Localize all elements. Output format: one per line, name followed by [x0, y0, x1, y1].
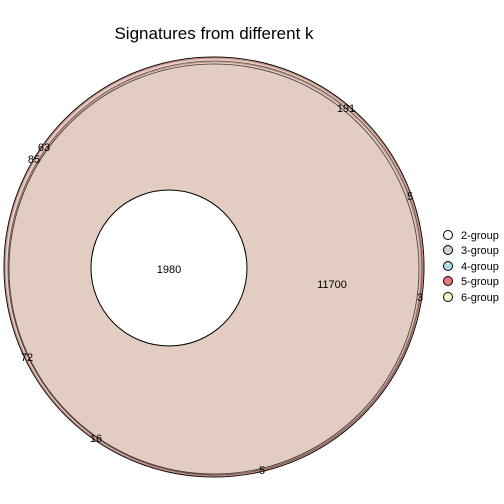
legend-label: 5-group [461, 276, 499, 288]
legend-label: 6-group [461, 292, 499, 304]
count-63: 63 [38, 142, 50, 154]
legend-swatch [443, 292, 453, 302]
legend: 2-group 3-group 4-group 5-group 6-group [443, 230, 499, 304]
inner-circle [90, 189, 248, 347]
legend-item-3-group: 3-group [443, 245, 499, 257]
legend-label: 4-group [461, 261, 499, 273]
set-circle-3 [4, 57, 424, 477]
region-counts: 1980 11700 191 63 85 5 3 72 16 5 [21, 103, 423, 477]
legend-swatch [443, 230, 453, 240]
count-16: 16 [90, 433, 102, 445]
count-inner: 1980 [157, 264, 181, 276]
set-circle-6 [8, 63, 420, 475]
legend-swatch [443, 261, 453, 271]
count-191: 191 [337, 103, 355, 115]
venn-circles [3, 56, 425, 478]
legend-swatch [443, 276, 453, 286]
legend-label: 2-group [461, 230, 499, 242]
legend-item-4-group: 4-group [443, 261, 499, 273]
count-5a: 5 [407, 191, 413, 203]
legend-swatch [443, 245, 453, 255]
count-5b: 5 [259, 465, 265, 477]
set-circle-4 [7, 60, 423, 476]
legend-item-2-group: 2-group [443, 230, 499, 242]
legend-label: 3-group [461, 245, 499, 257]
legend-item-6-group: 6-group [443, 292, 499, 304]
count-main: 11700 [317, 279, 347, 291]
count-85: 85 [28, 154, 40, 166]
legend-item-5-group: 5-group [443, 276, 499, 288]
count-72: 72 [21, 352, 33, 364]
count-3: 3 [417, 292, 423, 304]
chart-title: Signatures from different k [114, 24, 314, 43]
